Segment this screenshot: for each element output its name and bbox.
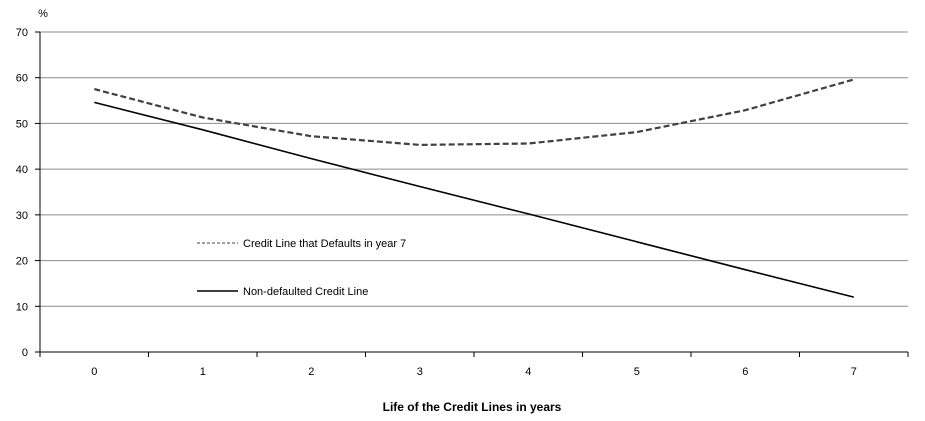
x-tick-label: 4 xyxy=(525,366,531,378)
series-lines xyxy=(94,78,855,298)
y-tick-label: 40 xyxy=(16,164,28,176)
series-line-defaulting xyxy=(94,78,855,146)
series-line-non-defaulted xyxy=(94,101,854,298)
y-tick-label: 70 xyxy=(16,27,28,39)
y-tick-label: 50 xyxy=(16,118,28,130)
legend-label: Credit Line that Defaults in year 7 xyxy=(243,238,406,250)
y-axis-ticks: 0 10 20 30 40 50 60 70 xyxy=(16,27,40,359)
y-tick-label: 10 xyxy=(16,301,28,313)
x-axis-title: Life of the Credit Lines in years xyxy=(383,400,562,414)
x-tick-label: 7 xyxy=(851,366,857,378)
x-axis-ticks: 0 1 2 3 4 5 6 7 xyxy=(39,352,909,378)
x-tick-label: 6 xyxy=(742,366,748,378)
y-tick-label: 30 xyxy=(16,210,28,222)
y-axis-unit-label: % xyxy=(38,8,48,20)
axes xyxy=(39,32,908,353)
y-tick-label: 60 xyxy=(16,73,28,85)
y-tick-label: 0 xyxy=(22,347,28,359)
x-tick-label: 0 xyxy=(91,366,97,378)
y-tick-label: 20 xyxy=(16,256,28,268)
gridlines xyxy=(40,31,908,307)
x-tick-label: 3 xyxy=(417,366,423,378)
x-tick-label: 5 xyxy=(634,366,640,378)
legend: Credit Line that Defaults in year 7 Non-d… xyxy=(197,238,406,298)
x-tick-label: 1 xyxy=(200,366,206,378)
x-tick-label: 2 xyxy=(308,366,314,378)
legend-label: Non-defaulted Credit Line xyxy=(243,286,368,298)
